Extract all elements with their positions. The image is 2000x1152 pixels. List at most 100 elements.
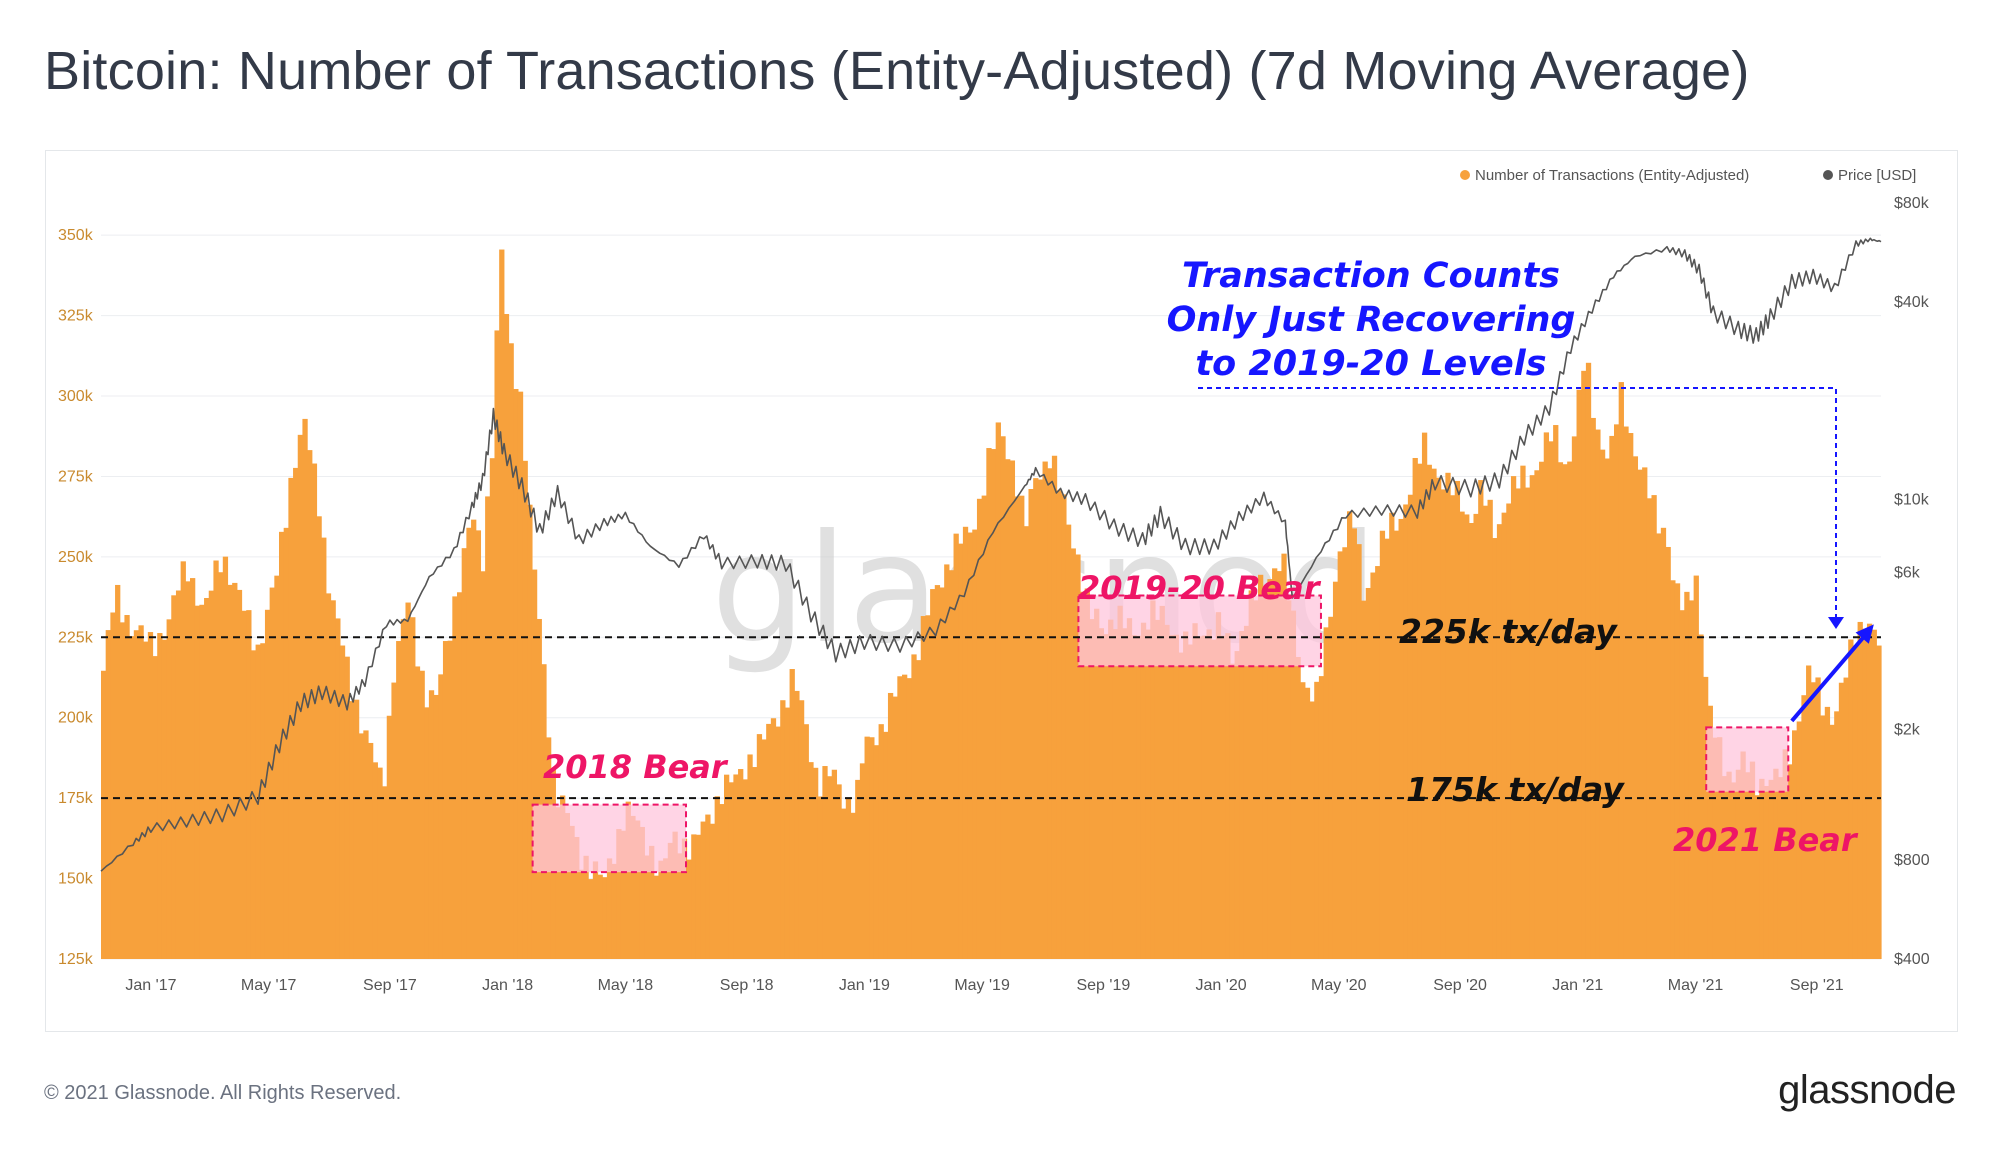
x-tick-label: May '20 <box>1311 977 1367 994</box>
x-tick-label: Sep '20 <box>1433 977 1487 994</box>
tx-bar <box>845 798 852 959</box>
tx-bar <box>1590 417 1596 959</box>
tx-bar <box>653 875 660 959</box>
tx-bar <box>1169 635 1175 959</box>
tx-bar <box>925 615 931 959</box>
tx-bar <box>1665 546 1671 959</box>
tx-bar <box>869 737 875 959</box>
tx-bar <box>180 561 186 959</box>
tx-bar <box>1304 687 1311 959</box>
tx-bar <box>471 519 477 959</box>
transaction-bars <box>101 249 1882 960</box>
tx-bar <box>138 625 144 959</box>
tx-bar <box>1187 644 1194 959</box>
tx-bar <box>1370 572 1376 959</box>
tx-bar <box>705 814 711 959</box>
tx-bar <box>1731 782 1737 959</box>
legend-label-price: Price [USD] <box>1838 167 1916 184</box>
tx-bar <box>1618 382 1624 959</box>
tx-bar <box>1300 682 1306 959</box>
tx-bar <box>1740 751 1746 959</box>
tx-bar <box>1510 476 1517 959</box>
tx-bar <box>827 776 833 959</box>
tx-bar <box>461 548 467 959</box>
x-tick-label: Sep '17 <box>363 977 417 994</box>
tx-bar <box>1295 657 1301 959</box>
tx-bar <box>1829 724 1835 959</box>
tx-bar <box>1454 480 1461 959</box>
tx-bar <box>761 739 767 959</box>
tx-bar <box>784 707 791 959</box>
tx-bar <box>1806 665 1812 959</box>
tx-bar <box>1506 503 1512 959</box>
x-tick-label: May '19 <box>954 977 1010 994</box>
tx-bar <box>1539 461 1545 959</box>
headline-bracket <box>1198 387 1837 621</box>
tx-bar <box>199 604 205 959</box>
tx-bar <box>1178 652 1184 959</box>
tx-bar <box>339 645 346 959</box>
tx-bar <box>602 877 608 959</box>
tx-bar <box>1009 460 1016 959</box>
tx-bar <box>1562 464 1568 959</box>
y-left-tick-label: 250k <box>58 549 94 566</box>
glassnode-logo[interactable]: glassnode <box>1778 1068 1956 1112</box>
tx-bar <box>728 782 734 959</box>
tx-bar <box>1576 389 1582 959</box>
tx-bar <box>1529 475 1535 959</box>
y-left-tick-label: 350k <box>58 227 94 244</box>
tx-bar <box>1628 433 1634 959</box>
tx-bar <box>986 448 992 959</box>
tx-bar <box>307 450 313 959</box>
tx-bar <box>1482 505 1489 959</box>
tx-bar <box>1707 705 1713 959</box>
tx-bar <box>939 587 945 959</box>
tx-bar <box>1792 730 1798 959</box>
x-tick-label: May '18 <box>598 977 654 994</box>
tx-bar <box>1703 676 1709 959</box>
tx-bar <box>597 874 603 959</box>
tx-bar <box>592 861 599 959</box>
tx-bar <box>714 796 720 959</box>
tx-bar <box>897 676 903 959</box>
reference-lines <box>101 636 1881 800</box>
tx-bar <box>1365 587 1372 959</box>
tx-bar <box>1234 651 1240 959</box>
tx-bar <box>752 767 758 959</box>
tx-bar <box>264 609 271 959</box>
tx-bar <box>302 418 308 959</box>
tx-bar <box>1712 737 1718 959</box>
tx-bar <box>1342 547 1348 959</box>
tx-bar <box>391 682 397 959</box>
tx-bar <box>1286 600 1292 959</box>
tx-bar <box>583 855 589 959</box>
tx-bar <box>813 767 819 959</box>
tx-bar <box>742 779 749 959</box>
trend-arrow-shaft <box>1790 633 1868 723</box>
tx-bar <box>1108 619 1114 959</box>
tx-bar <box>522 460 528 959</box>
tx-bar <box>1112 629 1119 959</box>
tx-bar <box>513 388 519 959</box>
tx-bar <box>1768 779 1774 959</box>
footer-copyright: © 2021 Glassnode. All Rights Reserved. <box>44 1082 402 1104</box>
tx-bar <box>831 769 838 959</box>
tx-bar <box>770 718 777 959</box>
tx-bar <box>1262 586 1268 959</box>
tx-bar <box>1215 612 1222 959</box>
tx-bar <box>1595 429 1601 959</box>
tx-bar <box>1206 629 1212 959</box>
tx-bar <box>958 543 964 959</box>
tx-bar <box>1145 629 1151 959</box>
tx-bar <box>1407 494 1414 959</box>
tx-bar <box>311 463 318 959</box>
chart-frame: glassnode 125k 150k 175k 200k 225k 250k 275k 30… <box>45 150 1958 1032</box>
tx-bar <box>1534 470 1540 959</box>
tx-bar <box>1553 425 1559 959</box>
tx-bar <box>194 605 200 959</box>
tx-bar <box>363 730 369 959</box>
tx-bar <box>105 630 111 959</box>
tx-bar <box>1646 498 1653 959</box>
tx-bar <box>1361 600 1367 959</box>
tx-bar <box>241 610 247 959</box>
